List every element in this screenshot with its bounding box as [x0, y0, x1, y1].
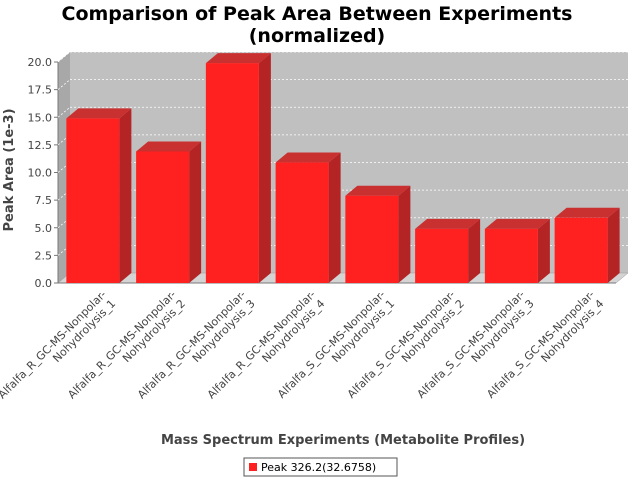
y-tick-label: 0.0	[35, 277, 53, 290]
bar	[484, 218, 550, 283]
x-tick-label-line: Alfalfa_R_GC-MS-Nonpolar-	[0, 288, 109, 401]
bar-top	[66, 108, 132, 119]
y-tick-label: 5.0	[35, 222, 53, 235]
bar	[136, 141, 202, 283]
bar	[345, 185, 411, 283]
bar	[205, 53, 271, 284]
y-tick-label: 7.5	[35, 194, 53, 207]
bar	[415, 218, 481, 283]
bar-front	[415, 228, 469, 283]
y-tick-label: 17.5	[28, 84, 53, 97]
bar-top	[415, 218, 481, 229]
bar-front	[275, 162, 329, 283]
bar	[275, 152, 341, 283]
y-axis-label: Peak Area (1e-3)	[2, 108, 17, 231]
chart-title: Comparison of Peak Area Between Experime…	[62, 3, 573, 25]
y-tick-label: 10.0	[28, 167, 53, 180]
legend-swatch	[249, 463, 257, 471]
bar-front	[345, 195, 399, 283]
legend-label: Peak 326.2(32.6758)	[261, 461, 376, 474]
bar-side	[607, 207, 620, 283]
y-tick-label: 15.0	[28, 111, 53, 124]
gridline-wall	[57, 106, 71, 118]
bar-top	[484, 218, 550, 229]
x-tick-label: Alfalfa_R_GC-MS-Nonpolar-Nohydrolysis_1	[0, 288, 118, 411]
bar-side	[537, 218, 550, 283]
y-tick-label: 12.5	[28, 139, 53, 152]
bar-front	[136, 151, 190, 283]
bar-side	[189, 141, 202, 283]
bar-top	[275, 152, 341, 163]
bar-side	[119, 108, 132, 283]
bar-side	[468, 218, 481, 283]
y-axis-ticks: 0.0 2.5 5.0 7.5 10.0 12.5 15.0 17.5 20.0	[28, 56, 58, 290]
bar-top	[554, 207, 620, 218]
bar-front	[66, 118, 120, 283]
y-tick-label: 20.0	[28, 56, 53, 69]
chart-subtitle: (normalized)	[249, 25, 386, 47]
bar-top	[205, 53, 271, 64]
bar-top	[345, 185, 411, 196]
bar-side	[258, 53, 271, 284]
bars	[66, 53, 620, 284]
legend-frame	[243, 457, 398, 477]
x-axis-category-labels: Alfalfa_R_GC-MS-Nonpolar-Nohydrolysis_1A…	[0, 288, 606, 411]
bar-side	[328, 152, 341, 283]
bar-top	[136, 141, 202, 152]
bar-side	[398, 185, 411, 283]
x-axis-label: Mass Spectrum Experiments (Metabolite Pr…	[161, 433, 525, 448]
legend: Peak 326.2(32.6758)	[243, 457, 398, 477]
bar-front	[554, 217, 608, 283]
bar	[66, 108, 132, 283]
gridline-wall	[57, 79, 71, 90]
y-tick-label: 2.5	[35, 249, 53, 262]
bar-front	[484, 228, 538, 283]
gridline-wall	[57, 51, 71, 63]
bar	[554, 207, 620, 283]
bar-front	[205, 63, 259, 284]
